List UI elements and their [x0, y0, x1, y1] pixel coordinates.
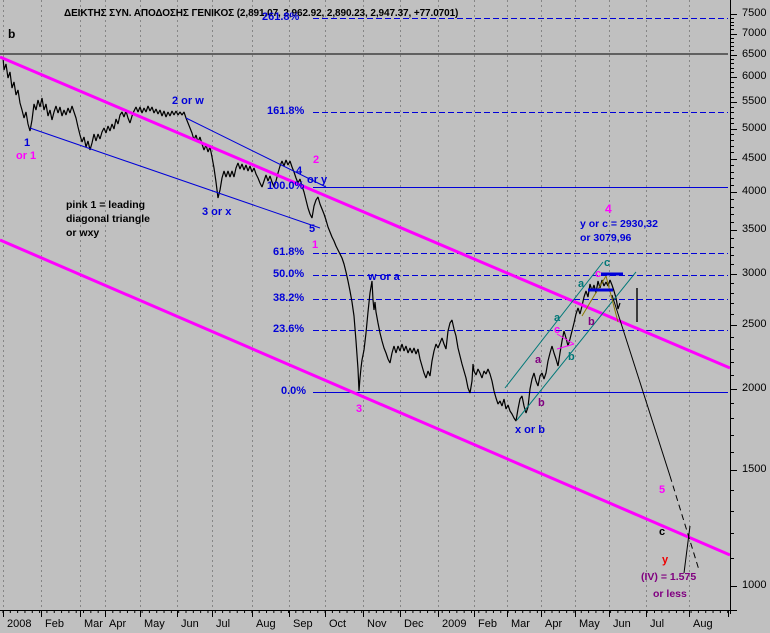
y-tick-label-6000: 6000 [742, 70, 767, 82]
annotation-projection-note-1: (IV) = 1.575 [641, 571, 697, 583]
x-month-label-14: Mar [511, 618, 530, 630]
annotation-note-pink1-line1: pink 1 = leading [66, 199, 146, 211]
annotation-wave-4-magenta-top: 4 [605, 202, 612, 216]
annotation-wave-c-magenta-low: c [554, 324, 561, 336]
annotation-wave-a-teal-high: a [578, 278, 585, 290]
annotation-wave-3-or-x: 3 or x [202, 206, 232, 218]
price-series [2, 56, 621, 422]
annotation-wave-2-or-w: 2 or w [172, 95, 204, 107]
x-month-label-15: Apr [545, 618, 563, 630]
blue-diagonal-upper [185, 117, 327, 188]
annotation-note-pink1-line3: or wxy [66, 227, 100, 239]
annotation-projection-note-2: or less [653, 588, 687, 600]
pink-channel-lower [0, 238, 731, 557]
x-month-label-9: Oct [329, 618, 347, 630]
x-month-label-19: Aug [693, 618, 713, 630]
olive-wedge-up [581, 275, 607, 317]
annotation-wave-x-or-b: x or b [515, 424, 545, 436]
fib-label-61.8%: 61.8% [273, 246, 305, 258]
x-month-label-17: Jun [613, 618, 631, 630]
annotation-wave-or-1-magenta: or 1 [16, 150, 37, 162]
annotation-wave-b-purple-high: b [588, 316, 595, 328]
annotation-wave-b-purple-low: b [538, 397, 545, 409]
annotation-wave-1-blue: 1 [24, 137, 31, 149]
annotation-wave-4-blue: 4 [296, 165, 303, 177]
y-tick-label-4500: 4500 [742, 152, 767, 164]
x-month-label-10: Nov [367, 618, 387, 630]
y-tick-label-2500: 2500 [742, 318, 767, 330]
annotation-wave-5-blue: 5 [309, 223, 316, 235]
pennant-lower [556, 343, 575, 350]
annotation-note-pink1-line2: diagonal triangle [66, 213, 151, 225]
chart-title: ΔΕΙΚΤΗΣ ΣΥΝ. ΑΠΟΔΟΣΗΣ ΓΕΝΙΚΟΣ (2,891.07,… [64, 8, 459, 19]
y-tick-label-4000: 4000 [742, 185, 767, 197]
x-month-label-12: 2009 [442, 618, 467, 630]
fib-label-261.8%: 261.8% [262, 11, 300, 23]
y-tick-label-3500: 3500 [742, 223, 767, 235]
x-month-label-3: Apr [109, 618, 127, 630]
x-month-label-1: Feb [45, 618, 64, 630]
annotation-wave-c-magenta-high: c [595, 268, 602, 280]
blue-diagonal-lower [29, 127, 321, 229]
x-month-label-2: Mar [84, 618, 103, 630]
x-month-label-6: Jul [216, 618, 231, 630]
x-month-label-4: May [144, 618, 165, 630]
projection-steep [683, 525, 691, 574]
fib-label-23.6%: 23.6% [273, 323, 305, 335]
y-tick-label-2000: 2000 [742, 382, 767, 394]
annotation-wave-y-red-low: y [662, 554, 669, 566]
annotation-target-note-line1: y or c = 2930,32 [580, 218, 658, 230]
x-month-label-16: May [579, 618, 600, 630]
fib-label-50.0%: 50.0% [273, 268, 305, 280]
y-tick-label-5500: 5500 [742, 95, 767, 107]
pink-channel-upper [0, 55, 731, 370]
x-month-label-8: Sep [293, 618, 313, 630]
y-tick-label-3000: 3000 [742, 267, 767, 279]
y-tick-label-1000: 1000 [742, 579, 767, 591]
x-month-label-18: Jul [650, 618, 665, 630]
annotation-wave-2-magenta: 2 [313, 154, 320, 166]
y-tick-label-6500: 6500 [742, 48, 767, 60]
x-month-label-5: Jun [181, 618, 199, 630]
x-month-label-13: Feb [478, 618, 497, 630]
annotation-wave-c-black-low: c [659, 526, 666, 538]
x-month-label-7: Aug [256, 618, 276, 630]
fib-label-38.2%: 38.2% [273, 292, 305, 304]
projection-solid [611, 294, 671, 477]
teal-channel-left [504, 261, 604, 389]
fib-label-100.0%: 100.0% [267, 180, 305, 192]
x-month-label-0: 2008 [7, 618, 32, 630]
y-tick-label-5000: 5000 [742, 122, 767, 134]
y-tick-label-1500: 1500 [742, 463, 767, 475]
annotation-wave-c-teal-top: c [604, 257, 611, 269]
annotation-wave-or-y: or y [307, 174, 328, 186]
teal-channel-right [516, 271, 637, 421]
annotation-target-note-line2: or 3079,96 [580, 232, 632, 244]
annotation-wave-w-or-a: w or a [368, 271, 400, 283]
annotation-wave-a-purple: a [535, 354, 542, 366]
x-month-label-11: Dec [404, 618, 424, 630]
projection-dashed [669, 475, 700, 571]
pennant-upper [556, 333, 575, 345]
y-tick-label-7000: 7000 [742, 27, 767, 39]
annotation-wave-b-top: b [8, 27, 16, 41]
annotation-wave-b-teal: b [568, 351, 575, 363]
y-tick-label-7500: 7500 [742, 7, 767, 19]
fib-label-161.8%: 161.8% [267, 105, 305, 117]
olive-wedge-down [605, 275, 619, 323]
annotation-wave-1-magenta: 1 [312, 239, 319, 251]
annotation-wave-a-teal: a [554, 312, 561, 324]
annotation-wave-5-magenta-low: 5 [659, 484, 666, 496]
annotation-wave-3-magenta: 3 [356, 403, 363, 415]
fib-label-0.0%: 0.0% [281, 385, 307, 397]
